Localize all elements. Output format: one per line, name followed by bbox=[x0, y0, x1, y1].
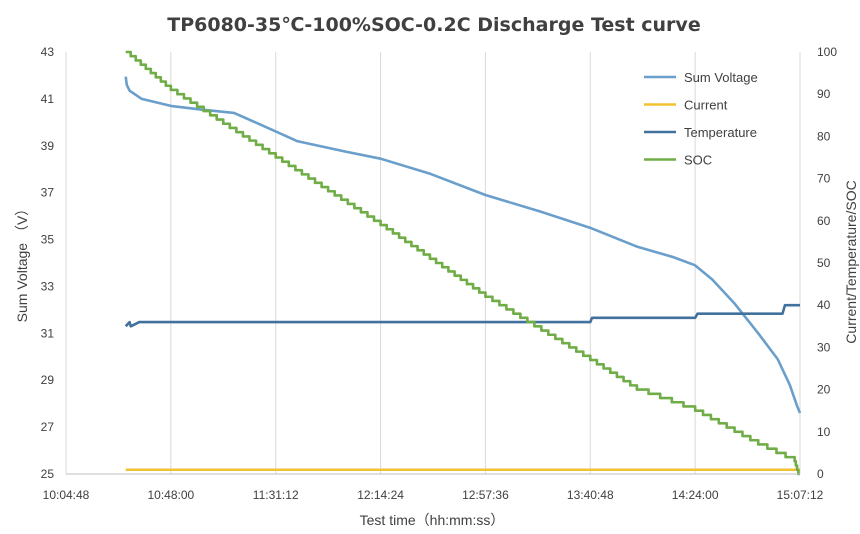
series-sum-voltage-line bbox=[124, 76, 802, 414]
x-tick-label: 11:31:12 bbox=[253, 488, 299, 502]
y-left-tick-label: 33 bbox=[41, 279, 55, 293]
legend-label-soc: SOC bbox=[684, 153, 712, 168]
series-layer bbox=[124, 50, 802, 476]
x-tick-label: 12:57:36 bbox=[462, 488, 509, 502]
y-right-tick-label: 30 bbox=[817, 340, 831, 354]
y-right-tick-label: 90 bbox=[817, 87, 831, 101]
x-tick-label: 14:24:00 bbox=[672, 488, 719, 502]
y-axis-left-title: Sum Voltage （V） bbox=[14, 202, 30, 323]
y-right-tick-label: 100 bbox=[817, 45, 837, 59]
x-axis-title: Test time（hh:mm:ss） bbox=[360, 512, 505, 528]
y-left-tick-label: 41 bbox=[41, 92, 55, 106]
legend: Sum Voltage Current Temperature SOC bbox=[644, 70, 758, 168]
x-tick-label: 10:48:00 bbox=[147, 488, 194, 502]
y-left-tick-label: 35 bbox=[41, 233, 55, 247]
y-left-tick-label: 25 bbox=[41, 467, 55, 481]
grid-layer bbox=[65, 52, 801, 474]
y-right-tick-label: 0 bbox=[817, 467, 824, 481]
y-right-tick-label: 10 bbox=[817, 425, 831, 439]
x-tick-label: 10:04:48 bbox=[43, 488, 90, 502]
y-axis-right-title: Current/Temperature/SOC bbox=[843, 180, 859, 343]
x-tick-label: 15:07:12 bbox=[777, 488, 824, 502]
axis-layer: 10:04:48 10:48:00 11:31:12 12:14:24 12:57:36… bbox=[41, 45, 838, 502]
y-right-tick-label: 80 bbox=[817, 129, 831, 143]
x-tick-label: 13:40:48 bbox=[567, 488, 614, 502]
legend-label-sum-voltage: Sum Voltage bbox=[684, 70, 758, 85]
y-right-tick-label: 60 bbox=[817, 214, 831, 228]
y-left-tick-label: 27 bbox=[41, 420, 55, 434]
y-left-tick-label: 31 bbox=[41, 326, 55, 340]
legend-label-temperature: Temperature bbox=[684, 125, 757, 140]
y-left-tick-label: 39 bbox=[41, 139, 55, 153]
legend-label-current: Current bbox=[684, 98, 728, 113]
y-left-tick-label: 29 bbox=[41, 373, 55, 387]
series-soc-line bbox=[125, 50, 800, 476]
x-tick-label: 12:14:24 bbox=[357, 488, 404, 502]
y-left-tick-label: 37 bbox=[41, 186, 55, 200]
chart-title: TP6080-35℃-100%SOC-0.2C Discharge Test c… bbox=[167, 14, 700, 36]
y-right-tick-label: 70 bbox=[817, 172, 831, 186]
series-temperature-line bbox=[124, 303, 800, 328]
y-right-tick-label: 20 bbox=[817, 383, 831, 397]
y-right-tick-label: 40 bbox=[817, 298, 831, 312]
y-left-tick-label: 43 bbox=[41, 45, 55, 59]
y-right-tick-label: 50 bbox=[817, 256, 831, 270]
